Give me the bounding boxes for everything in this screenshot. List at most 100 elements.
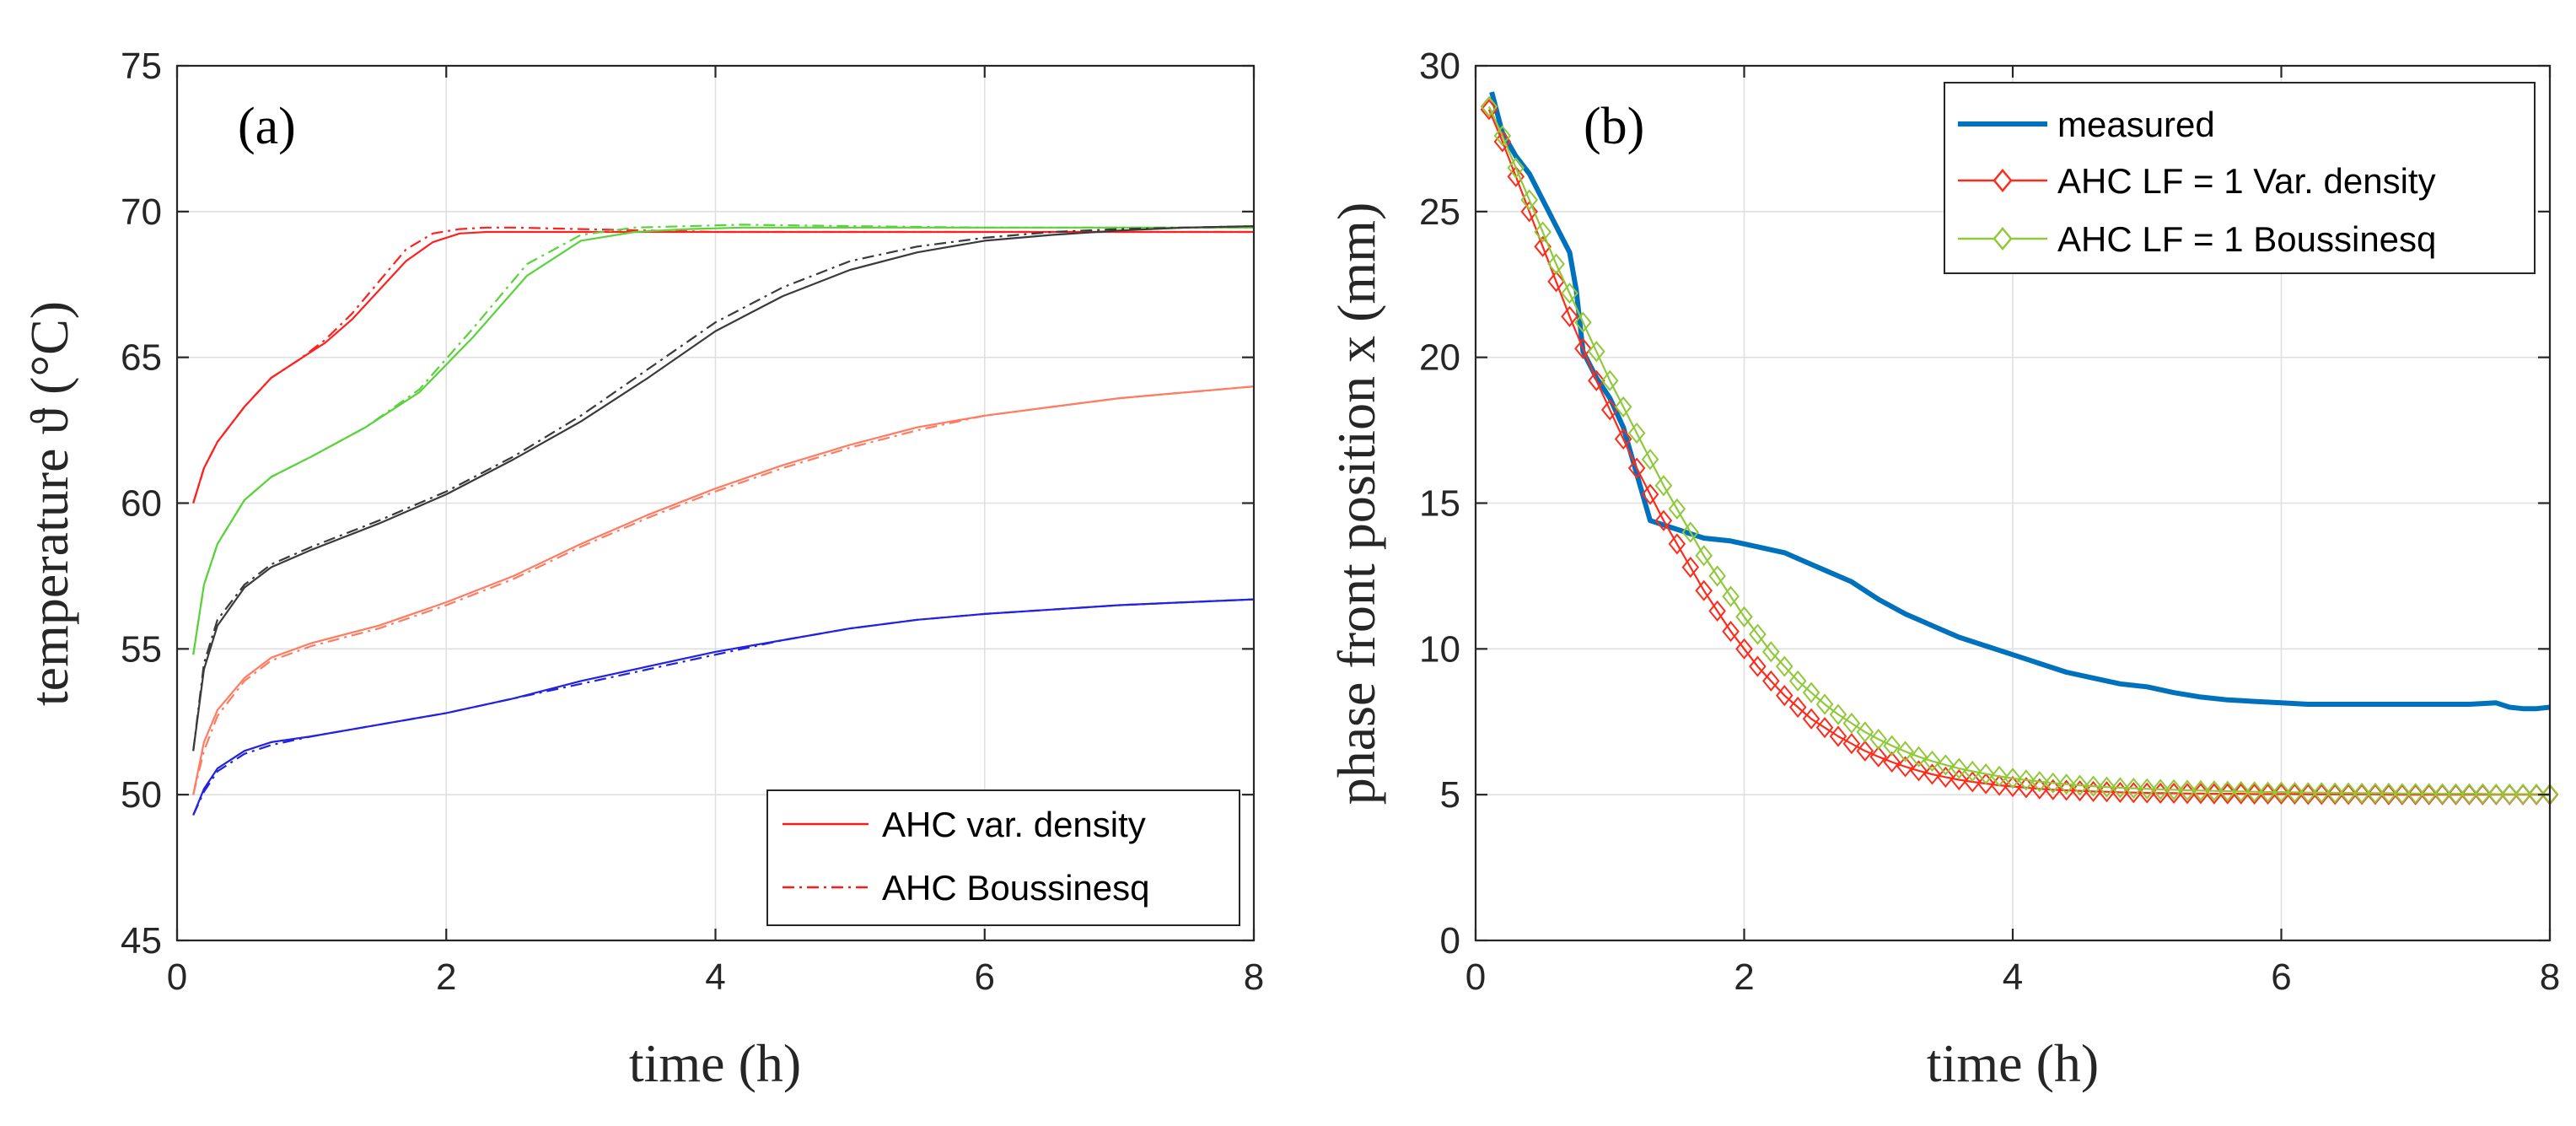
series-marker-b-2 [1614, 396, 1632, 418]
series-marker-b-2 [1561, 283, 1578, 304]
panel-b-legend[interactable]: measured AHC LF = 1 Var. density AHC LF … [1944, 82, 2536, 274]
series-line-a-7 [192, 385, 1255, 795]
legend-b-swatch-boussinesq-diamond [1993, 227, 2013, 251]
series-marker-b-1 [1708, 600, 1726, 622]
legend-b-swatch-var-density-diamond [1993, 169, 2013, 192]
y-tick-label: 30 [1419, 46, 1460, 87]
panel-b-legend-box [1944, 82, 2536, 274]
series-line-a-5 [192, 225, 1255, 752]
series-marker-b-2 [2514, 783, 2532, 805]
panel-a-legend[interactable]: AHC var. density AHC Boussinesq [766, 789, 1240, 926]
series-marker-b-1 [1627, 457, 1646, 479]
y-tick-label: 10 [1419, 628, 1460, 670]
series-marker-b-2 [2487, 783, 2505, 805]
legend-b-label-boussinesq: AHC LF = 1 Boussinesq [2057, 219, 2436, 259]
series-marker-b-2 [1588, 341, 1605, 363]
panel-b-ticks: 0 2 4 6 8 0 5 10 15 20 25 30 [1419, 46, 2560, 998]
series-marker-b-1 [1802, 708, 1820, 730]
series-line-a-4 [192, 225, 1255, 752]
y-tick-label: 75 [121, 46, 162, 87]
series-marker-b-1 [2339, 784, 2358, 805]
series-marker-b-2 [1950, 757, 1968, 779]
panel-a-temperature-chart: 0 2 4 6 8 45 50 55 60 65 70 75 (a) time (h) tempera… [19, 46, 1264, 1093]
series-marker-b-2 [1856, 721, 1874, 743]
y-tick-label: 65 [121, 337, 162, 379]
series-marker-b-1 [2017, 777, 2036, 799]
series-marker-b-1 [1910, 760, 1928, 782]
y-tick-label: 50 [121, 774, 162, 816]
series-marker-b-1 [1869, 746, 1888, 768]
y-tick-label: 15 [1419, 483, 1460, 525]
series-marker-b-2 [2474, 783, 2492, 805]
series-marker-b-2 [1735, 606, 1753, 628]
panel-a-y-axis-label: temperature ϑ (°C) [19, 301, 79, 706]
legend-b-label-measured: measured [2057, 105, 2215, 144]
series-marker-b-2 [2098, 776, 2116, 798]
series-marker-b-2 [1815, 693, 1834, 715]
series-marker-b-1 [1695, 579, 1713, 601]
series-marker-b-1 [1574, 337, 1592, 359]
series-marker-b-2 [2138, 778, 2156, 800]
series-marker-b-1 [1507, 165, 1525, 187]
series-marker-b-1 [1722, 621, 1740, 643]
series-marker-b-2 [2125, 777, 2143, 800]
x-tick-label: 0 [1465, 956, 1486, 998]
series-marker-b-1 [2098, 781, 2116, 803]
series-marker-b-2 [2326, 782, 2344, 804]
series-marker-b-2 [1869, 728, 1888, 751]
series-marker-b-1 [1668, 533, 1686, 555]
series-marker-b-1 [1749, 655, 1767, 677]
series-marker-b-1 [1883, 751, 1901, 773]
series-marker-b-2 [1641, 449, 1659, 471]
series-marker-b-2 [2339, 782, 2358, 804]
series-marker-b-2 [1507, 157, 1525, 179]
legend-a-label-var-density: AHC var. density [882, 805, 1146, 844]
y-tick-label: 55 [121, 628, 162, 670]
series-marker-b-2 [2460, 783, 2478, 805]
series-marker-b-1 [1976, 773, 1995, 795]
series-marker-b-2 [1493, 125, 1512, 147]
series-line-a-0 [192, 230, 1254, 504]
series-marker-b-1 [1681, 556, 1700, 579]
y-tick-label: 60 [121, 483, 162, 525]
series-marker-b-1 [2003, 775, 2022, 798]
x-tick-label: 6 [975, 956, 995, 998]
y-tick-label: 0 [1440, 920, 1460, 962]
series-line-a-3 [192, 224, 1254, 655]
series-marker-b-2 [2299, 782, 2317, 804]
series-marker-b-1 [2326, 784, 2344, 805]
series-marker-b-2 [1654, 475, 1673, 497]
series-marker-b-2 [1883, 735, 1901, 757]
series-marker-b-2 [1788, 670, 1807, 692]
series-marker-b-1 [1829, 725, 1847, 747]
series-marker-b-1 [1614, 428, 1632, 450]
series-marker-b-1 [2312, 784, 2331, 805]
series-marker-b-2 [2165, 779, 2183, 800]
series-marker-b-2 [2380, 782, 2398, 805]
series-marker-b-2 [2272, 781, 2290, 803]
series-marker-b-2 [2178, 779, 2197, 801]
series-marker-b-2 [1842, 712, 1861, 735]
series-marker-b-2 [2500, 783, 2519, 805]
legend-b-label-var-density: AHC LF = 1 Var. density [2057, 161, 2436, 201]
series-marker-b-2 [1534, 221, 1552, 243]
series-marker-b-2 [2218, 780, 2237, 802]
series-marker-b-2 [1762, 641, 1780, 663]
legend-a-label-boussinesq: AHC Boussinesq [882, 868, 1149, 908]
series-marker-b-1 [2299, 784, 2317, 805]
panel-b-series [1480, 91, 2559, 805]
series-marker-b-2 [2044, 772, 2062, 794]
series-marker-b-1 [1923, 763, 1941, 785]
panel-a-x-axis-label: time (h) [629, 1033, 801, 1093]
series-marker-b-2 [1681, 521, 1700, 543]
series-marker-b-2 [2353, 782, 2371, 805]
panel-a-series [192, 224, 1255, 816]
series-marker-b-2 [1668, 498, 1686, 520]
series-marker-b-1 [1654, 509, 1673, 531]
series-marker-b-1 [1480, 99, 1498, 121]
series-marker-b-2 [2407, 783, 2425, 805]
x-tick-label: 4 [705, 956, 725, 998]
series-marker-b-2 [1708, 565, 1726, 587]
series-marker-b-1 [2272, 783, 2290, 805]
